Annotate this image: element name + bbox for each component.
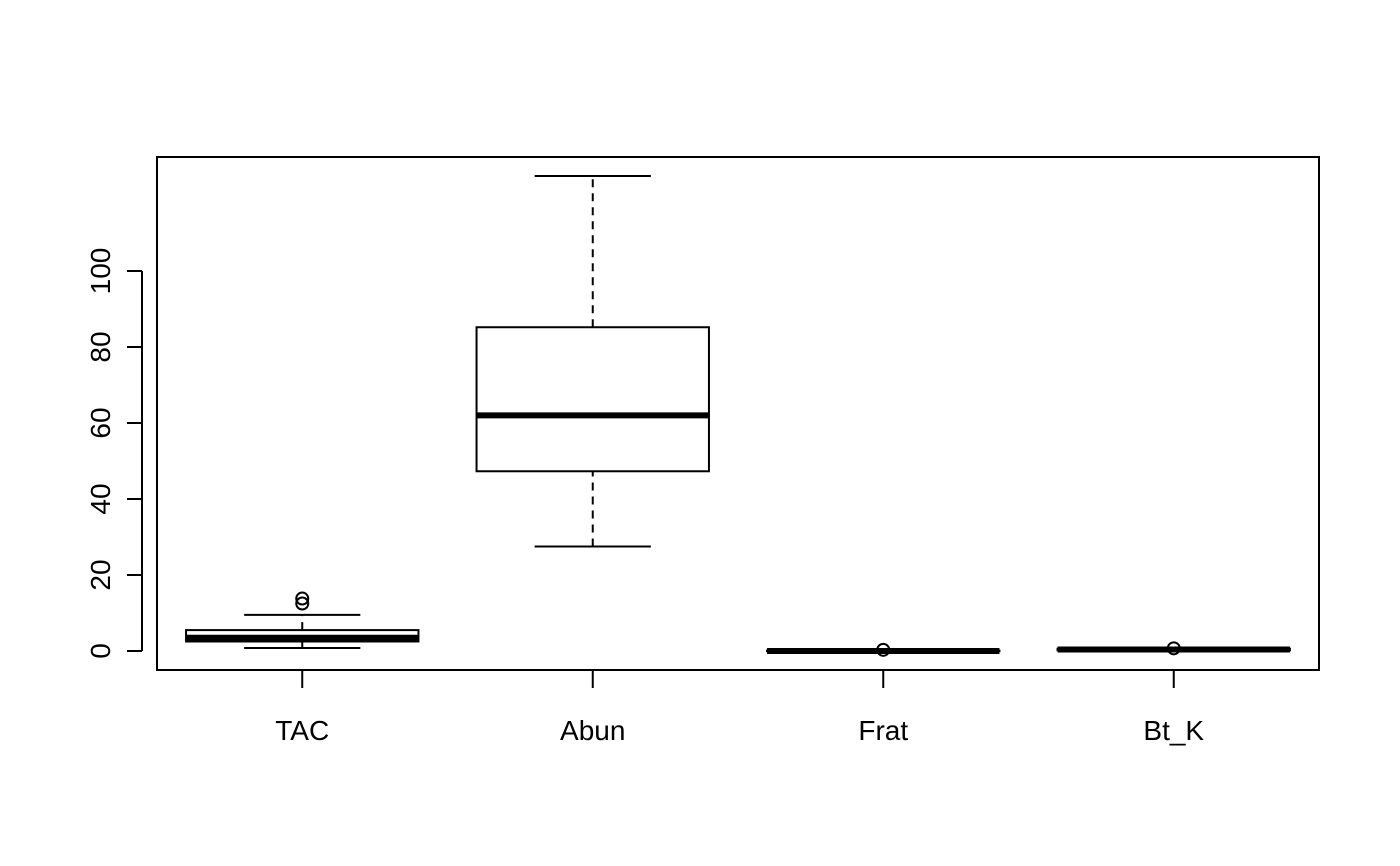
outlier-point <box>295 591 310 606</box>
outlier-point <box>295 596 310 611</box>
box-bt-k <box>1056 641 1291 656</box>
x-tick-label: Frat <box>858 715 908 746</box>
plot-frame <box>156 156 1320 671</box>
x-tick-label: Bt_K <box>1143 715 1204 746</box>
box-series <box>185 175 1291 657</box>
x-axis: TAC Abun Frat Bt_K <box>275 669 1204 746</box>
y-tick-label: 80 <box>85 331 116 362</box>
outlier-point <box>1166 641 1181 656</box>
y-tick-label: 0 <box>85 643 116 659</box>
box-abun <box>475 175 710 548</box>
y-tick-label: 60 <box>85 407 116 438</box>
box-tac <box>185 591 420 649</box>
outlier-point <box>876 642 891 657</box>
x-tick-label: Abun <box>560 715 625 746</box>
y-tick-label: 20 <box>85 559 116 590</box>
x-tick-label: TAC <box>275 715 329 746</box>
y-tick-label: 100 <box>85 248 116 295</box>
box-frat <box>766 642 1001 657</box>
iqr-box <box>475 326 710 473</box>
y-axis: 0 20 40 60 80 100 <box>85 248 143 659</box>
y-tick-label: 40 <box>85 483 116 514</box>
